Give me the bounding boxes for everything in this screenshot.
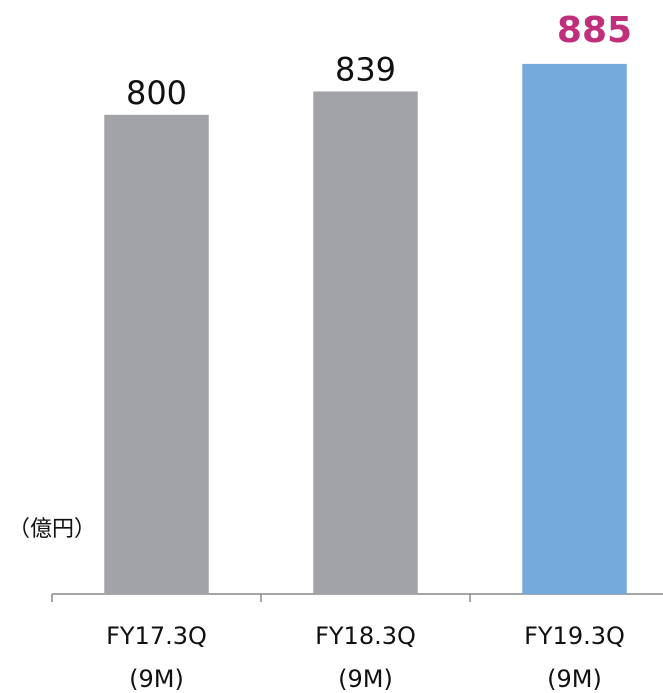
- bar: [104, 114, 209, 595]
- x-tick-label: FY19.3Q: [524, 622, 625, 650]
- value-label: 839: [335, 50, 396, 88]
- x-tick-label: (9M): [338, 665, 393, 693]
- y-axis-label: （億円）: [8, 517, 96, 542]
- bar: [522, 63, 627, 595]
- x-tick-label: FY18.3Q: [315, 622, 416, 650]
- x-tick-label: FY17.3Q: [106, 622, 207, 650]
- bar: [313, 91, 418, 594]
- value-label: 885: [557, 10, 632, 51]
- x-tick-label: (9M): [547, 665, 602, 693]
- x-tick-label: (9M): [129, 665, 184, 693]
- value-label: 800: [126, 74, 187, 112]
